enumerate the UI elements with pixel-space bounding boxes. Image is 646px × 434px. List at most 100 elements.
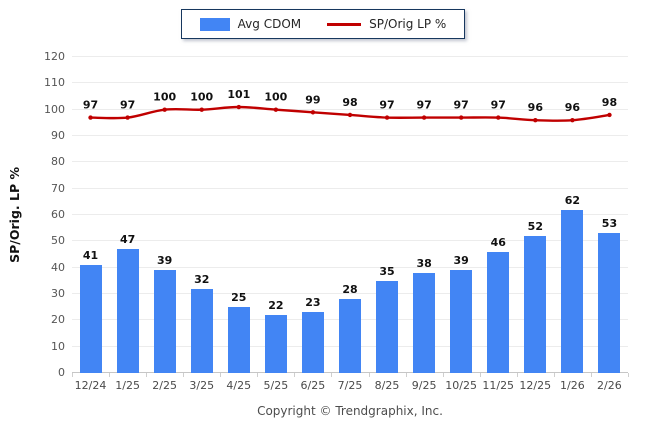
x-tick-label: 6/25 (300, 379, 326, 392)
bar (413, 272, 436, 373)
y-tick-label: 50 (51, 234, 65, 248)
bar-value-label: 28 (342, 283, 358, 297)
bar-value-label: 35 (379, 264, 395, 278)
gridline (72, 266, 628, 268)
x-axis-labels: 12/24 1/25 2/25 3/25 4/25 5/25 6/25 7/25 8/25 9/2… (72, 373, 629, 395)
line-point-marker (125, 115, 130, 120)
line-value-label: 97 (83, 99, 98, 112)
x-tick-mark (294, 373, 296, 377)
bar-value-label: 41 (82, 249, 99, 263)
line-value-label: 96 (528, 101, 544, 114)
line-value-label: 97 (120, 99, 135, 112)
line-point-marker (88, 115, 93, 120)
x-tick-mark (590, 373, 592, 377)
line-value-label: 101 (227, 88, 250, 101)
x-tick-mark (146, 373, 148, 377)
bar (487, 251, 510, 373)
bar (524, 236, 547, 373)
bar-value-label: 23 (305, 296, 321, 310)
x-tick-label: 9/25 (411, 379, 437, 392)
bar-value-label: 39 (157, 254, 173, 268)
x-tick-label: 2/26 (597, 379, 622, 392)
line-swatch-icon (327, 22, 362, 26)
line-value-label: 97 (416, 99, 431, 112)
x-tick-mark (331, 373, 333, 377)
y-axis-title-text: SP/Orig. LP % (6, 167, 22, 263)
bar (79, 265, 102, 373)
bar-value-label: 25 (231, 291, 247, 305)
line-value-label: 99 (305, 93, 320, 106)
bar-value-label: 53 (601, 217, 618, 231)
x-tick-mark (257, 373, 259, 377)
x-tick-mark (72, 373, 73, 377)
y-tick-label: 30 (51, 287, 65, 300)
x-tick-label: 2/25 (152, 379, 177, 392)
line-point-marker (199, 107, 204, 112)
legend-item-sp-orig-lp: SP/Orig LP % (327, 17, 446, 31)
x-tick-label: 11/25 (482, 379, 515, 392)
bar (339, 299, 361, 373)
line-point-marker (310, 110, 316, 115)
gridline (72, 187, 628, 189)
chart-body: SP/Orig. LP % 0 10 20 30 40 50 60 70 80 90 100 110 1… (0, 50, 646, 418)
bar (116, 249, 139, 373)
line-value-label: 100 (190, 91, 213, 104)
line-point-marker (384, 115, 390, 120)
plot-area: 41 47 39 32 25 22 23 28 35 38 39 46 52 62 53 97 97 100 100… (72, 56, 628, 373)
x-tick-label: 5/25 (263, 379, 289, 392)
bar-value-label: 62 (564, 193, 581, 207)
y-tick-label: 60 (51, 208, 65, 221)
legend-label-sp-orig-lp: SP/Orig LP % (369, 17, 447, 31)
y-tick-label: 40 (51, 260, 65, 274)
line-point-marker (421, 115, 427, 120)
x-tick-mark (516, 373, 518, 377)
bar (598, 233, 621, 373)
legend: Avg CDOM SP/Orig LP % (180, 9, 466, 39)
bar (190, 288, 213, 373)
gridline (72, 161, 628, 163)
bar (264, 315, 287, 373)
plot-column: 41 47 39 32 25 22 23 28 35 38 39 46 52 62 53 97 97 100 100… (72, 56, 629, 418)
bar-value-label: 39 (453, 254, 469, 268)
x-tick-label: 8/25 (374, 379, 400, 392)
y-tick-label: 100 (44, 102, 65, 116)
line-point-marker (533, 118, 538, 123)
line-point-marker (496, 115, 501, 120)
x-tick-label: 1/25 (115, 379, 140, 392)
line-value-label: 97 (379, 99, 394, 112)
y-axis-ticks: 0 10 20 30 40 50 60 70 80 90 100 110 120 (28, 50, 72, 379)
y-tick-label: 20 (51, 313, 65, 327)
legend-label-avg-cdom: Avg CDOM (237, 17, 302, 31)
bar (153, 270, 176, 373)
bar-value-label: 22 (268, 299, 284, 313)
line-point-marker (607, 112, 612, 118)
x-tick-mark (442, 373, 444, 377)
bar (450, 270, 473, 373)
y-tick-label: 0 (58, 366, 65, 379)
line-point-marker (236, 104, 241, 110)
x-tick-label: 12/24 (74, 379, 107, 392)
gridline (72, 135, 628, 136)
x-tick-label: 7/25 (337, 379, 363, 392)
line-value-label: 97 (454, 99, 469, 112)
gridline (72, 240, 628, 242)
line-value-label: 98 (602, 96, 617, 109)
bar-value-label: 46 (490, 235, 506, 249)
line-point-marker (162, 107, 167, 112)
y-tick-label: 10 (51, 339, 65, 353)
line-point-marker (273, 107, 279, 112)
y-axis-title: SP/Orig. LP % (0, 57, 28, 373)
x-tick-label: 1/26 (559, 379, 585, 392)
x-tick-mark (109, 373, 111, 377)
x-tick-mark (220, 373, 222, 377)
y-tick-label: 80 (51, 155, 65, 169)
legend-row: Avg CDOM SP/Orig LP % (0, 0, 646, 49)
line-value-label: 100 (153, 91, 176, 104)
bar-value-label: 47 (119, 233, 136, 247)
gridline (72, 214, 628, 215)
y-tick-label: 70 (51, 181, 65, 195)
gridline (72, 108, 628, 110)
bar (227, 307, 250, 373)
x-tick-label: 3/25 (189, 379, 215, 392)
